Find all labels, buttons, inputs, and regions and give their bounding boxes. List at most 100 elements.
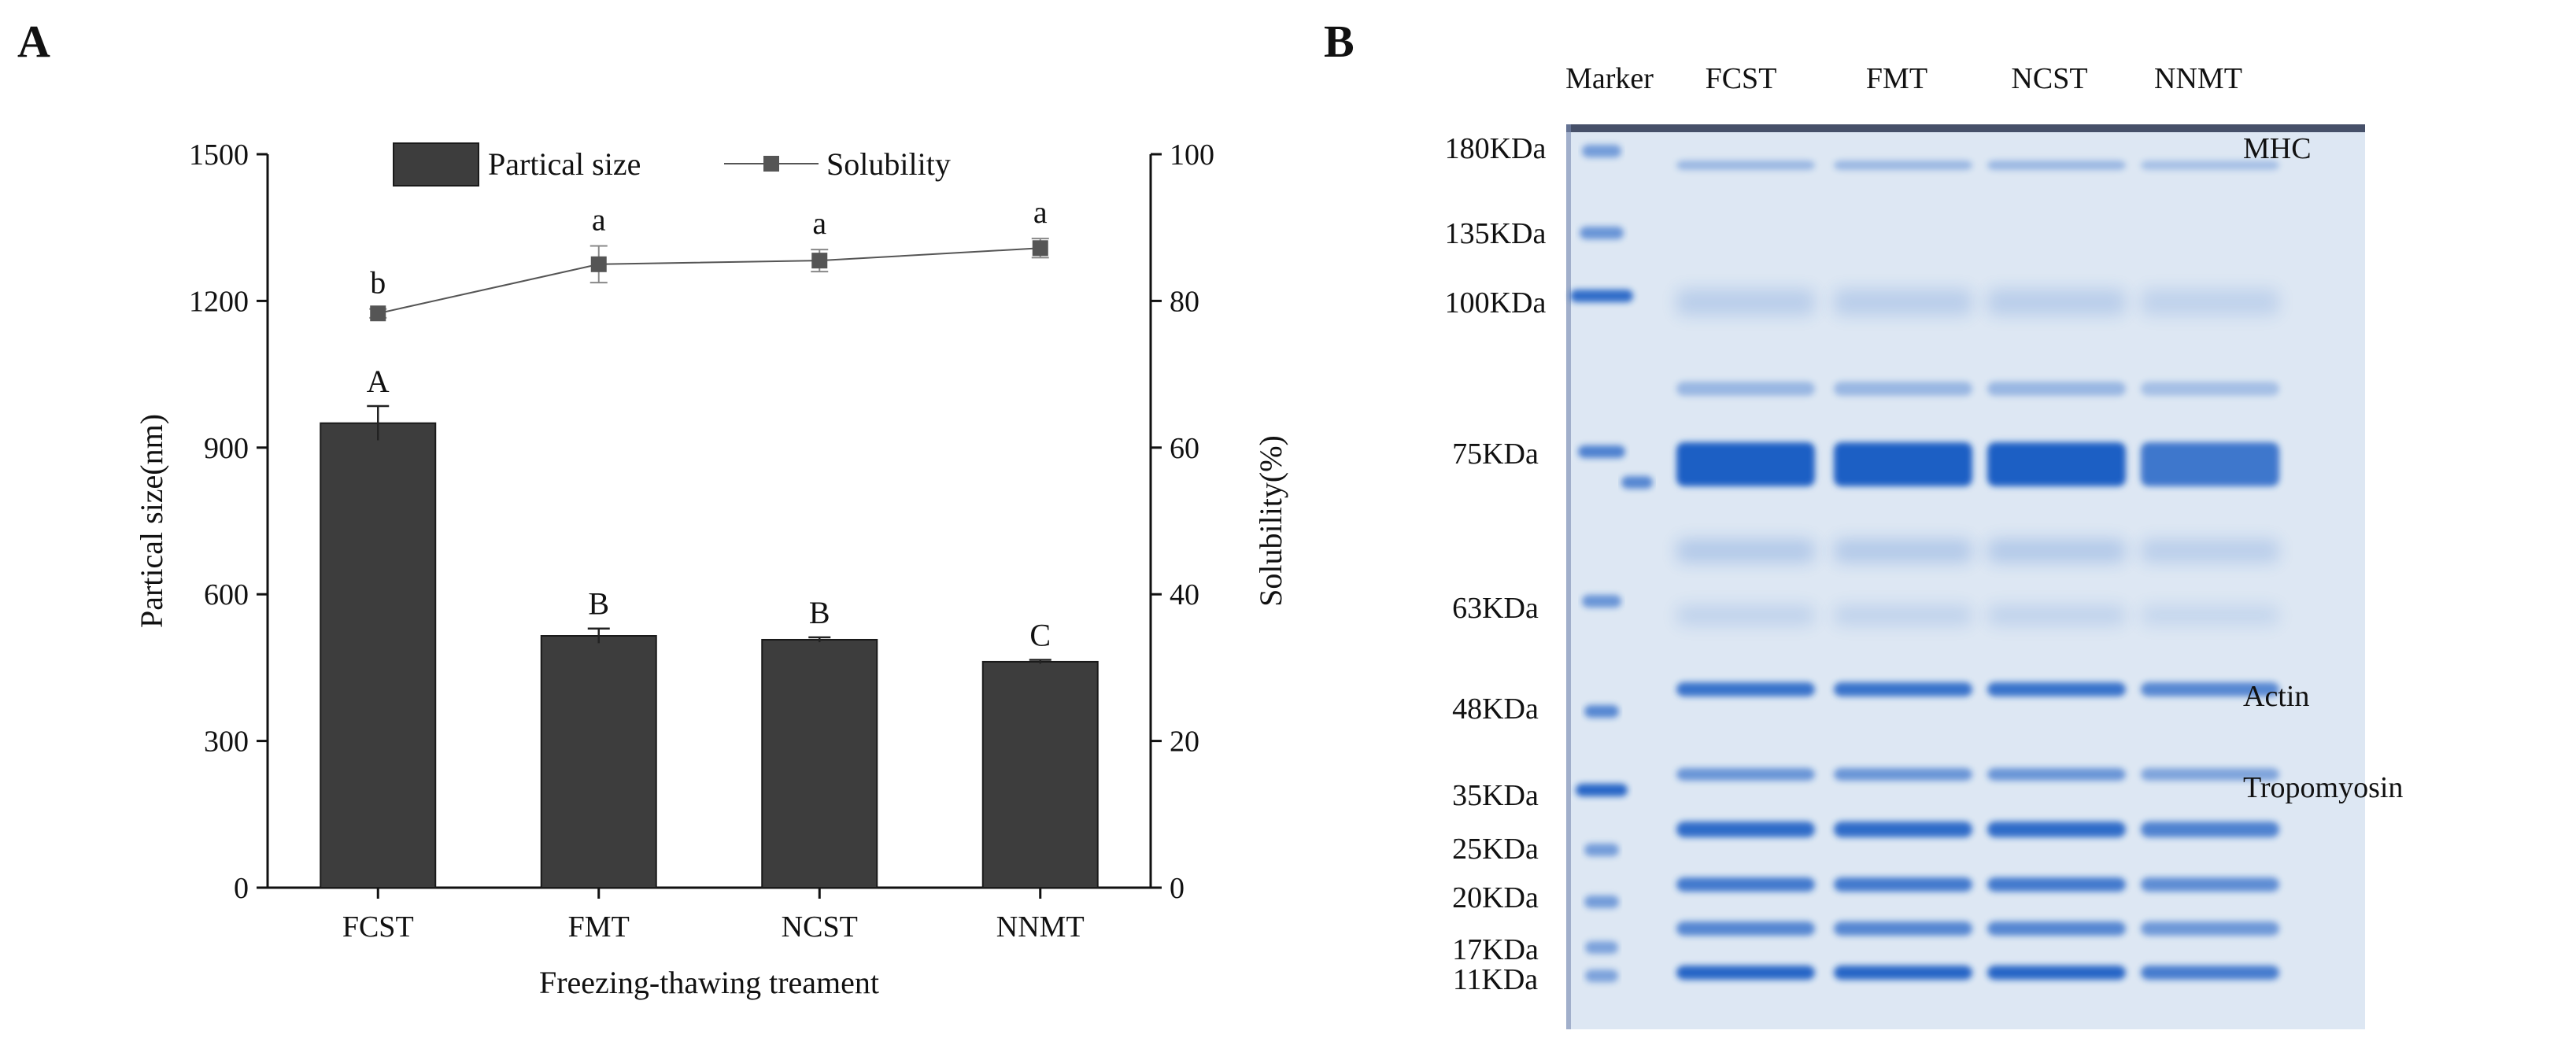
sample-band: [1834, 161, 1972, 170]
marker-size-label: 75KDa: [1452, 438, 1539, 471]
sample-band: [2141, 682, 2279, 696]
gel-top-edge: [1566, 124, 2365, 132]
sample-band: [1987, 442, 2126, 486]
sample-band: [2141, 382, 2279, 396]
legend-label-solubility: Solubility: [826, 146, 951, 182]
sample-band: [1676, 877, 1815, 892]
sample-band: [1987, 382, 2126, 396]
bar-line-chart: A 0 300 600 900 1200 1500 0 20 40 60 80 100 Partical…: [17, 16, 1288, 1000]
bar-significance-label: A: [367, 364, 390, 399]
sample-band: [1987, 966, 2126, 980]
y-left-axis-title: Partical size(nm): [134, 414, 169, 628]
panel-b: B Marker FCST FMT NCST NNMT 180KDa 135KDa 100KD…: [1291, 0, 2576, 1056]
sample-band: [1987, 682, 2126, 696]
ladder-band: [1578, 445, 1625, 458]
ladder-band: [1584, 705, 1619, 718]
sample-band: [2141, 921, 2279, 936]
left-tick-label: 600: [204, 578, 249, 611]
x-axis-title: Freezing-thawing treament: [539, 965, 879, 1000]
sample-band: [1834, 682, 1972, 696]
right-tick-label: 0: [1170, 872, 1185, 905]
panel-a-letter: A: [17, 16, 50, 67]
solubility-line: [378, 247, 1040, 315]
sample-band: [1834, 768, 1972, 781]
sample-band: [2141, 768, 2279, 781]
sample-band: [1987, 289, 2126, 316]
marker-size-label: 35KDa: [1452, 779, 1539, 812]
marker-size-label: 135KDa: [1445, 217, 1547, 250]
solubility-point: [370, 305, 386, 322]
sample-band: [1676, 682, 1815, 696]
x-tick-label: FMT: [568, 910, 630, 944]
sample-band: [2141, 442, 2279, 486]
marker-size-label: 11KDa: [1453, 963, 1538, 996]
left-tick-label: 1500: [189, 139, 249, 172]
sample-band: [1676, 966, 1815, 980]
ladder-band: [1582, 145, 1621, 157]
legend-swatch-marker: [763, 156, 779, 172]
sample-band: [2141, 539, 2279, 563]
sample-band: [1987, 877, 2126, 892]
sample-band: [2141, 822, 2279, 837]
solubility-point: [1032, 240, 1048, 257]
marker-size-label: 63KDa: [1452, 592, 1539, 625]
bar-partical-size: [540, 635, 657, 888]
sample-band: [1987, 768, 2126, 781]
right-tick-label: 20: [1170, 726, 1199, 759]
ladder-band: [1576, 784, 1628, 796]
y-right-axis-title: Solubility(%): [1253, 435, 1288, 607]
sample-band: [2141, 605, 2279, 626]
sample-band: [1676, 822, 1815, 837]
sample-band: [1987, 539, 2126, 563]
right-tick-label: 40: [1170, 578, 1199, 611]
bar-significance-label: B: [809, 595, 830, 630]
ladder-band: [1570, 290, 1633, 302]
point-significance-label: a: [812, 205, 826, 241]
left-tick-label: 300: [204, 726, 249, 759]
sample-band: [1676, 921, 1815, 936]
sample-band: [1834, 605, 1972, 626]
gel-left-edge: [1566, 124, 1571, 1029]
solubility-point: [590, 256, 607, 272]
sample-band: [1834, 822, 1972, 837]
sample-band: [1834, 442, 1972, 486]
marker-size-label: 17KDa: [1452, 933, 1539, 966]
sample-band: [1987, 822, 2126, 837]
gel-background: [1566, 124, 2365, 1029]
left-tick-label: 0: [234, 872, 249, 905]
point-significance-label: b: [370, 265, 386, 301]
sample-band: [2141, 877, 2279, 892]
left-tick-label: 1200: [189, 285, 249, 318]
lane-label: FMT: [1866, 62, 1927, 95]
legend-label-partical-size: Partical size: [488, 146, 641, 182]
ladder-band: [1584, 844, 1619, 856]
sample-band: [1676, 161, 1815, 170]
sample-band: [1676, 442, 1815, 486]
ladder-band: [1584, 896, 1619, 908]
band-annotation-label: Tropomyosin: [2243, 771, 2403, 804]
sample-band: [1676, 382, 1815, 396]
marker-size-label: 48KDa: [1452, 693, 1539, 726]
bar-partical-size: [981, 660, 1099, 888]
left-tick-label: 900: [204, 432, 249, 465]
ladder-band: [1585, 941, 1618, 954]
panel-b-letter: B: [1324, 16, 1355, 67]
right-tick-label: 80: [1170, 285, 1199, 318]
sample-band: [2141, 966, 2279, 980]
lane-label: NNMT: [2154, 62, 2242, 95]
ladder-band: [1585, 970, 1618, 982]
sample-band: [1987, 605, 2126, 626]
sample-band: [1987, 161, 2126, 170]
bar-significance-label: B: [588, 586, 609, 622]
sample-band: [1676, 768, 1815, 781]
band-annotation-label: MHC: [2243, 132, 2312, 165]
lane-label: FCST: [1706, 62, 1777, 95]
ladder-band: [1621, 476, 1653, 489]
sample-band: [2141, 289, 2279, 316]
marker-size-label: 25KDa: [1452, 833, 1539, 866]
sample-band: [1987, 921, 2126, 936]
bar-partical-size: [761, 638, 878, 888]
panel-a: A 0 300 600 900 1200 1500 0 20 40 60 80 100 Partical…: [0, 0, 1291, 1056]
lane-label: NCST: [2011, 62, 2087, 95]
x-tick-label: NCST: [782, 910, 858, 944]
